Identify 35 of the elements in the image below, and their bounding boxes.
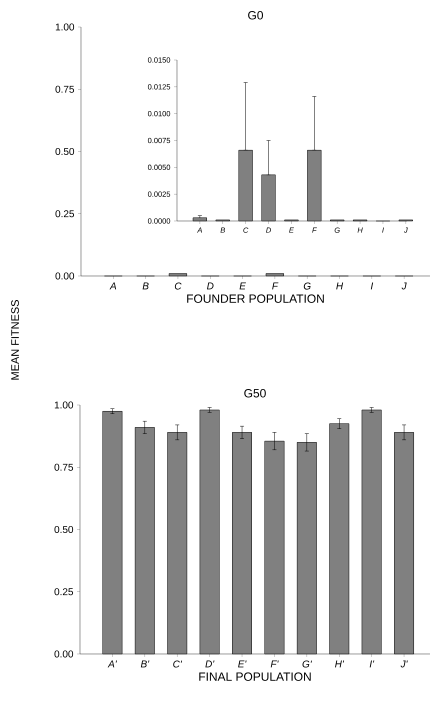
x-tick-label: H bbox=[336, 282, 344, 290]
x-tick-label: H' bbox=[334, 660, 344, 668]
y-tick-label: 0.75 bbox=[54, 464, 73, 471]
x-tick-label: F bbox=[272, 282, 278, 290]
x-tick-label: E bbox=[239, 282, 246, 290]
y-tick-label: 0.25 bbox=[55, 210, 74, 218]
y-tick-label: 1.00 bbox=[56, 23, 74, 31]
chart-title: G50 bbox=[244, 389, 266, 398]
x-tick-label: E' bbox=[238, 660, 246, 668]
x-tick-label: B' bbox=[140, 660, 150, 668]
y-tick-label: 0.75 bbox=[55, 86, 74, 93]
y-tick-label: 0.25 bbox=[54, 588, 73, 596]
x-tick-label: J bbox=[402, 282, 407, 290]
x-tick-label: F' bbox=[270, 660, 279, 668]
x-tick-label: D' bbox=[205, 660, 214, 668]
x-tick-label: I bbox=[370, 282, 373, 290]
x-tick-label: D bbox=[206, 282, 214, 290]
y-axis-title: MEAN FITNESS bbox=[11, 300, 19, 380]
x-tick-label: A bbox=[109, 282, 116, 290]
x-axis-title: FINAL POPULATION bbox=[199, 672, 311, 681]
y-tick-label: 1.00 bbox=[54, 401, 73, 409]
x-tick-label: G bbox=[304, 282, 311, 290]
x-tick-label: G' bbox=[302, 660, 312, 668]
x-axis-title: FOUNDER POPULATION bbox=[187, 294, 324, 303]
x-tick-label: C bbox=[174, 282, 182, 290]
x-tick-label: J' bbox=[400, 660, 408, 668]
y-tick-label: 0.00 bbox=[55, 272, 74, 280]
x-tick-label: A' bbox=[108, 660, 117, 668]
y-tick-label: 0.00 bbox=[54, 650, 73, 658]
chart-title: G0 bbox=[248, 11, 263, 20]
x-tick-label: C' bbox=[173, 660, 182, 668]
x-tick-label: B bbox=[142, 282, 149, 290]
y-tick-label: 0.50 bbox=[54, 526, 73, 534]
x-tick-label: I' bbox=[370, 660, 374, 668]
y-tick-label: 0.50 bbox=[55, 148, 74, 156]
